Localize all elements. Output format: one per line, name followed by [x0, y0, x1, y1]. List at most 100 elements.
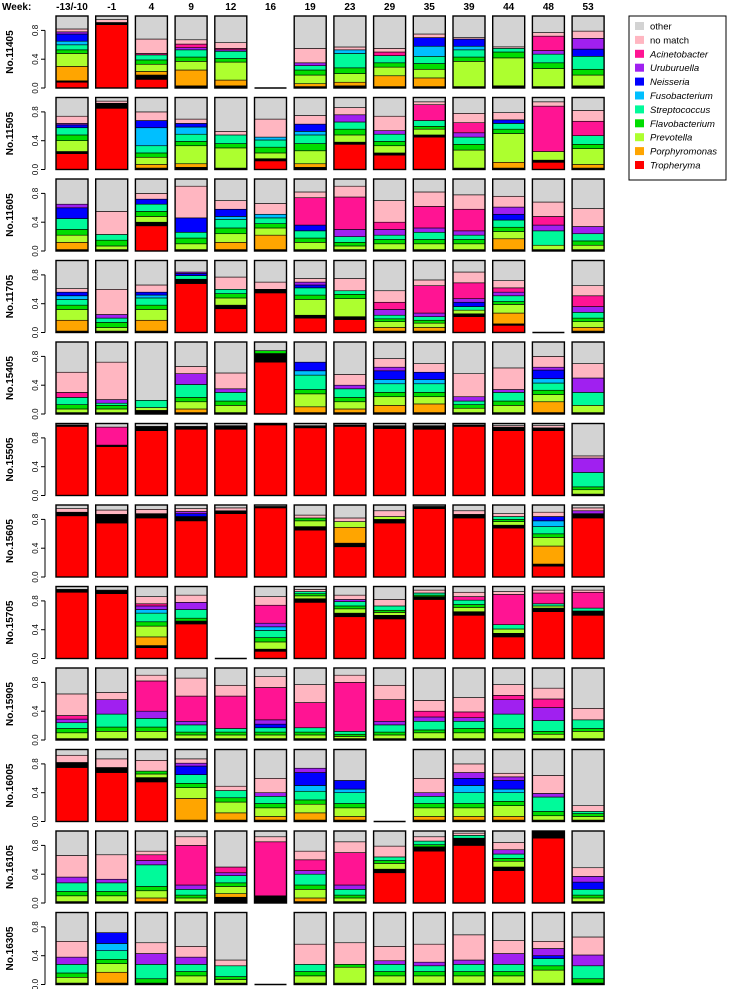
- bar-segment-no-match: [293, 850, 327, 861]
- bar-segment-streptococcus: [214, 134, 248, 144]
- bar-segment-prevotella: [55, 309, 89, 321]
- bar-week-4: [134, 341, 169, 415]
- bar-segment-streptococcus: [174, 724, 208, 733]
- bar-segment-flavobacterium: [254, 146, 287, 154]
- bar-segment-no-match: [532, 356, 565, 368]
- bar-outline: [134, 178, 169, 252]
- bar-segment-minor: [492, 866, 526, 871]
- bar-segment-prevotella: [95, 963, 128, 973]
- bar-segment-flavobacterium: [254, 637, 287, 643]
- bar-week-23: [333, 341, 367, 415]
- bar-segment-flavobacterium: [293, 143, 327, 152]
- bar-segment-other: [571, 912, 605, 938]
- bar-segment-flavobacterium: [333, 294, 367, 299]
- bar-outline: [412, 830, 446, 904]
- bar-segment-neisseria: [174, 513, 208, 517]
- bar-segment-tropheryma: [412, 508, 446, 578]
- bar-week-39: [452, 748, 486, 823]
- bar-segment-streptococcus: [135, 400, 168, 408]
- bar-segment-flavobacterium: [333, 397, 367, 403]
- bar-outline: [372, 15, 407, 89]
- bar-outline: [94, 667, 129, 741]
- bar-outline: [571, 15, 605, 89]
- bar-segment-acinetobacter: [135, 680, 168, 712]
- bar-segment-other: [412, 341, 446, 364]
- bar-segment-uruburuella: [412, 792, 446, 797]
- bar-segment-porphyromonas: [373, 327, 406, 332]
- bar-segment-streptococcus: [333, 792, 367, 804]
- bar-segment-tropheryma: [55, 767, 89, 822]
- bar-week-12: [214, 259, 248, 334]
- bar-week-44: [492, 504, 526, 578]
- bar-outline: [134, 341, 169, 415]
- bar-week-13-10: [55, 15, 89, 89]
- bar-segment-other: [174, 586, 208, 596]
- bar-segment-porphyromonas: [293, 406, 327, 413]
- bar-segment-no-match: [95, 758, 128, 768]
- bar-week-48: [531, 422, 566, 497]
- bar-segment-prevotella: [452, 243, 486, 250]
- bar-segment-streptococcus: [214, 288, 248, 294]
- bar-segment-prevotella: [373, 975, 406, 984]
- bar-segment-other: [135, 749, 168, 761]
- bar-segment-neisseria: [532, 369, 565, 380]
- bar-outline: [94, 259, 129, 334]
- bar-outline: [134, 830, 169, 904]
- bar-segment-flavobacterium: [174, 894, 208, 899]
- bar-segment-neisseria: [492, 780, 526, 790]
- bar-segment-flavobacterium: [135, 152, 168, 158]
- bar-segment-streptococcus: [571, 607, 605, 612]
- bar-segment-prevotella: [452, 732, 486, 739]
- bar-segment-uruburuella: [571, 510, 605, 514]
- bar-outline: [412, 585, 446, 660]
- bar-segment-streptococcus: [452, 49, 486, 58]
- bar-week-29: [372, 422, 407, 497]
- bar-segment-streptococcus: [174, 964, 208, 972]
- bar-segment-prevotella: [373, 396, 406, 406]
- bar-segment-uruburuella: [333, 114, 367, 123]
- bar-week-19: [293, 748, 327, 823]
- bar-segment-uruburuella: [452, 772, 486, 779]
- bar-segment-prevotella: [412, 975, 446, 984]
- bar-segment-prevotella: [571, 148, 605, 165]
- bar-segment-streptococcus: [293, 790, 327, 801]
- bar-segment-porphyromonas: [452, 816, 486, 821]
- bar-segment-flavobacterium: [95, 726, 128, 732]
- bar-segment-fusobacterium: [95, 943, 128, 951]
- bar-week-4: [134, 504, 169, 578]
- bar-segment-neisseria: [55, 291, 89, 297]
- bar-week-4: [134, 15, 169, 89]
- bar-segment-streptococcus: [412, 120, 446, 127]
- bar-segment-no-match: [532, 101, 565, 107]
- bar-segment-tropheryma: [452, 845, 486, 904]
- bar-segment-streptococcus: [571, 811, 605, 814]
- bar-segment-acinetobacter: [532, 592, 565, 605]
- bar-segment-flavobacterium: [174, 237, 208, 245]
- bar-outline: [293, 341, 327, 415]
- bar-segment-uruburuella: [452, 298, 486, 303]
- bar-segment-prevotella: [373, 734, 406, 739]
- bar-outline: [333, 422, 367, 497]
- bar-segment-no-match: [452, 832, 486, 836]
- bar-segment-prevotella: [532, 605, 565, 609]
- bar-segment-other: [571, 97, 605, 111]
- bar-segment-prevotella: [95, 731, 128, 739]
- bar-outline: [492, 15, 526, 89]
- bar-segment-streptococcus: [95, 882, 128, 892]
- bar-outline: [214, 96, 248, 171]
- bar-segment-uruburuella: [571, 377, 605, 393]
- panel-no-16105: 0.0 0.4 0.8 No.16105: [5, 830, 605, 909]
- bar-week-12: [214, 911, 248, 986]
- bar-segment-streptococcus: [333, 889, 367, 896]
- bar-segment-flavobacterium: [452, 56, 486, 62]
- bar-outline: [174, 178, 208, 252]
- bar-segment-other: [174, 178, 208, 187]
- bar-segment-prevotella: [492, 405, 526, 413]
- bar-week-53: [571, 341, 605, 415]
- bar-outline: [174, 748, 208, 823]
- bar-outline: [134, 15, 169, 89]
- bar-segment-other: [254, 341, 287, 351]
- y-tick-label: 0.4: [31, 624, 40, 636]
- bar-segment-other: [333, 504, 367, 519]
- bar-segment-no-match: [293, 943, 327, 965]
